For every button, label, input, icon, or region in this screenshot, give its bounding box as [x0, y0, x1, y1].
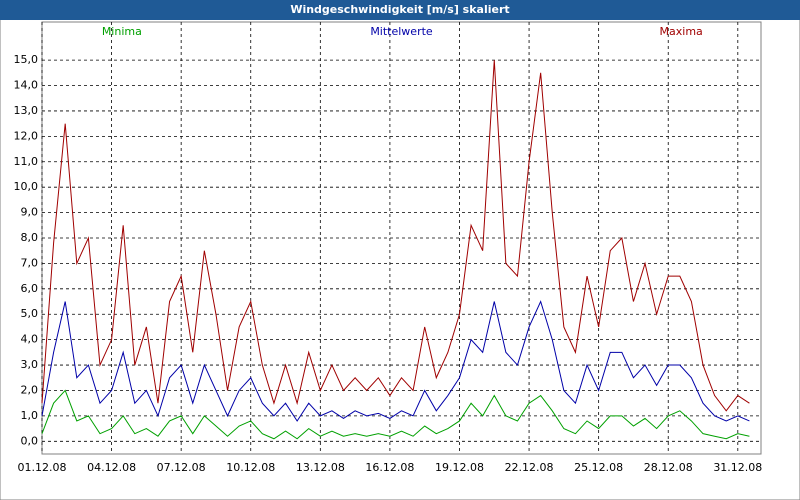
y-tick-label: 10,0: [14, 180, 39, 193]
x-tick-label: 04.12.08: [87, 461, 136, 474]
y-tick-label: 11,0: [14, 155, 39, 168]
x-tick-label: 19.12.08: [435, 461, 484, 474]
title-bar: [0, 0, 800, 20]
x-tick-label: 07.12.08: [157, 461, 206, 474]
y-tick-label: 8,0: [21, 231, 39, 244]
plot-area: [41, 21, 762, 455]
x-tick-label: 31.12.08: [713, 461, 762, 474]
legend-entry: Mittelwerte: [370, 25, 433, 38]
series-line: [41, 60, 750, 412]
x-tick-label: 28.12.08: [644, 461, 693, 474]
y-tick-label: 7,0: [21, 256, 39, 269]
y-tick-label: 9,0: [21, 206, 39, 219]
y-tick-label: 12,0: [14, 129, 39, 142]
y-tick-label: 13,0: [14, 104, 39, 117]
x-tick-label: 10.12.08: [226, 461, 275, 474]
y-tick-label: 5,0: [21, 307, 39, 320]
chart-title: Windgeschwindigkeit [m/s] skaliert: [290, 3, 509, 16]
x-tick-label: 13.12.08: [296, 461, 345, 474]
series-line: [41, 300, 750, 422]
y-tick-label: 2,0: [21, 383, 39, 396]
y-tick-label: 1,0: [21, 409, 39, 422]
y-tick-label: 3,0: [21, 358, 39, 371]
series-line: [41, 389, 750, 440]
y-tick-label: 14,0: [14, 79, 39, 92]
y-tick-label: 15,0: [14, 53, 39, 66]
x-tick-label: 01.12.08: [18, 461, 67, 474]
legend-entry: Maxima: [660, 25, 703, 38]
x-tick-label: 22.12.08: [505, 461, 554, 474]
y-tick-label: 4,0: [21, 333, 39, 346]
y-tick-label: 0,0: [21, 434, 39, 447]
x-tick-label: 25.12.08: [574, 461, 623, 474]
legend-entry: Minima: [102, 25, 142, 38]
x-tick-label: 16.12.08: [365, 461, 414, 474]
y-tick-label: 6,0: [21, 282, 39, 295]
